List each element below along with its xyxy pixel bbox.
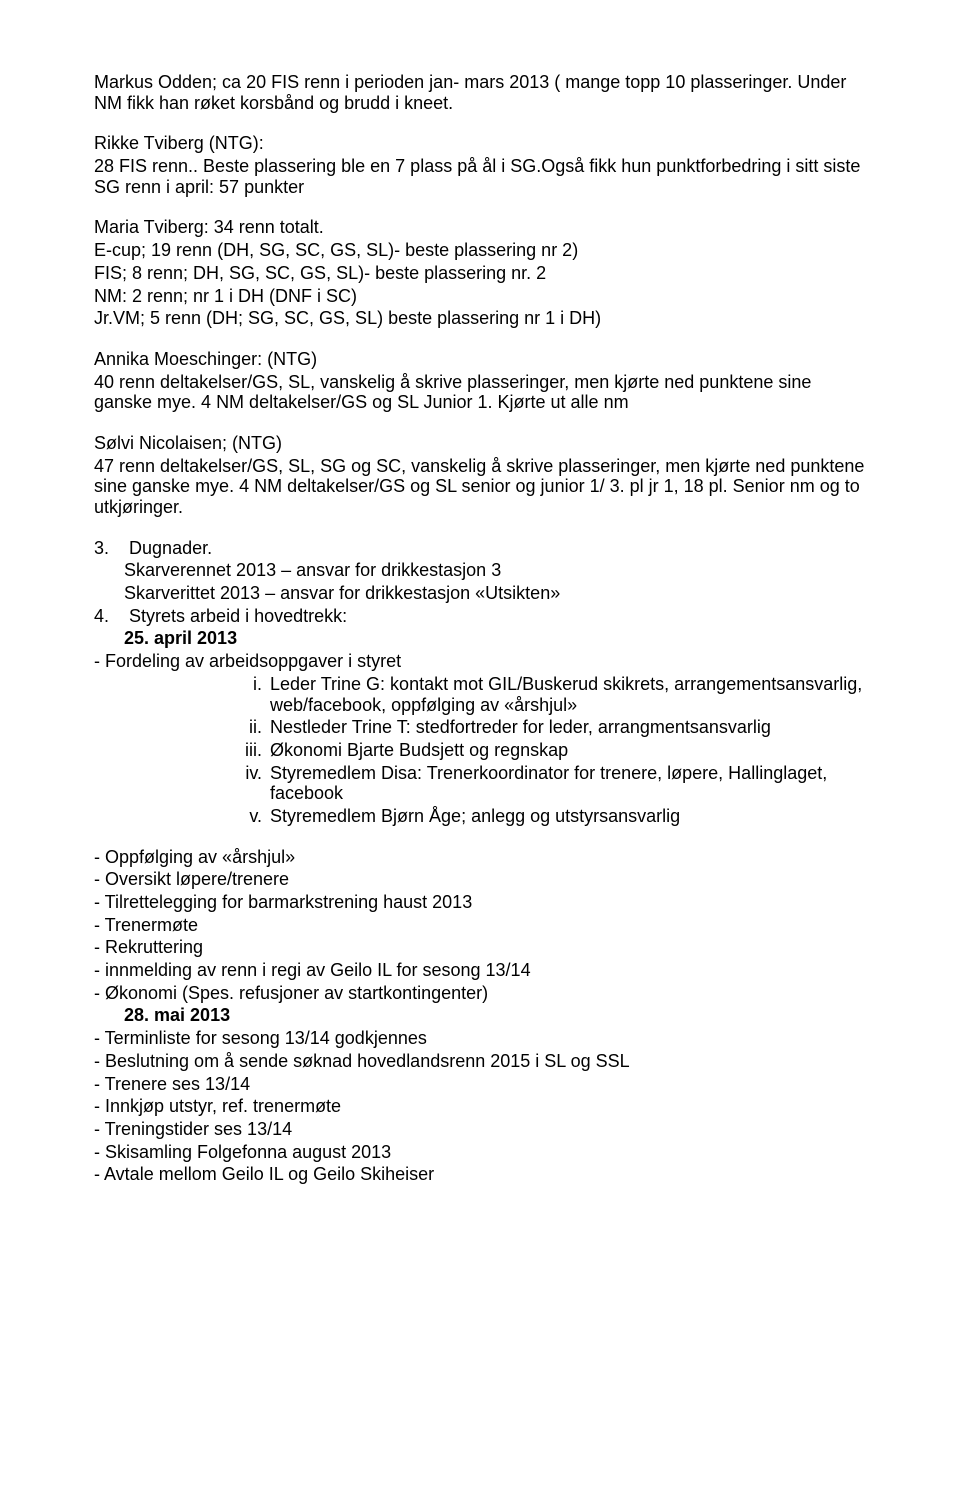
list-number: 4. xyxy=(94,606,109,626)
list-item-4: 4. Styrets arbeid i hovedtrekk: xyxy=(94,606,866,627)
roman-numeral: iii. xyxy=(234,740,262,761)
roman-text: Nestleder Trine T: stedfortreder for led… xyxy=(270,717,866,738)
paragraph: NM: 2 renn; nr 1 i DH (DNF i SC) xyxy=(94,286,866,307)
bullet-item: - Skisamling Folgefonna august 2013 xyxy=(94,1142,866,1163)
bullet-item: - Oppfølging av «årshjul» xyxy=(94,847,866,868)
paragraph: Jr.VM; 5 renn (DH; SG, SC, GS, SL) beste… xyxy=(94,308,866,329)
paragraph: Skarverittet 2013 – ansvar for drikkesta… xyxy=(124,583,866,604)
bullet-item: - Oversikt løpere/trenere xyxy=(94,869,866,890)
paragraph: Markus Odden; ca 20 FIS renn i perioden … xyxy=(94,72,866,113)
bullet-item: - Beslutning om å sende søknad hovedland… xyxy=(94,1051,866,1072)
paragraph: 40 renn deltakelser/GS, SL, vanskelig å … xyxy=(94,372,866,413)
date-heading: 28. mai 2013 xyxy=(124,1005,866,1026)
roman-text: Leder Trine G: kontakt mot GIL/Buskerud … xyxy=(270,674,866,715)
paragraph: 28 FIS renn.. Beste plassering ble en 7 … xyxy=(94,156,866,197)
paragraph: 47 renn deltakelser/GS, SL, SG og SC, va… xyxy=(94,456,866,518)
paragraph: FIS; 8 renn; DH, SG, SC, GS, SL)- beste … xyxy=(94,263,866,284)
paragraph: Sølvi Nicolaisen; (NTG) xyxy=(94,433,866,454)
list-item-3: 3. Dugnader. xyxy=(94,538,866,559)
roman-text: Styremedlem Disa: Trenerkoordinator for … xyxy=(270,763,866,804)
paragraph: Annika Moeschinger: (NTG) xyxy=(94,349,866,370)
bullet-item: - Rekruttering xyxy=(94,937,866,958)
paragraph: E-cup; 19 renn (DH, SG, SC, GS, SL)- bes… xyxy=(94,240,866,261)
roman-text: Styremedlem Bjørn Åge; anlegg og utstyrs… xyxy=(270,806,866,827)
bullet-item: - Terminliste for sesong 13/14 godkjenne… xyxy=(94,1028,866,1049)
bullet-item: - Trenermøte xyxy=(94,915,866,936)
roman-item-iii: iii. Økonomi Bjarte Budsjett og regnskap xyxy=(234,740,866,761)
bullet-item: - innmelding av renn i regi av Geilo IL … xyxy=(94,960,866,981)
bullet-item: - Trenere ses 13/14 xyxy=(94,1074,866,1095)
roman-item-i: i. Leder Trine G: kontakt mot GIL/Busker… xyxy=(234,674,866,715)
list-number: 3. xyxy=(94,538,109,558)
bullet-item: - Treningstider ses 13/14 xyxy=(94,1119,866,1140)
roman-list: i. Leder Trine G: kontakt mot GIL/Busker… xyxy=(234,674,866,827)
paragraph: Rikke Tviberg (NTG): xyxy=(94,133,866,154)
roman-numeral: iv. xyxy=(234,763,262,804)
list-title: Dugnader. xyxy=(129,538,212,558)
roman-text: Økonomi Bjarte Budsjett og regnskap xyxy=(270,740,866,761)
roman-item-iv: iv. Styremedlem Disa: Trenerkoordinator … xyxy=(234,763,866,804)
bullet-item: - Fordeling av arbeidsoppgaver i styret xyxy=(94,651,866,672)
list-title: Styrets arbeid i hovedtrekk: xyxy=(129,606,347,626)
bullet-item: - Avtale mellom Geilo IL og Geilo Skihei… xyxy=(94,1164,866,1185)
roman-item-v: v. Styremedlem Bjørn Åge; anlegg og utst… xyxy=(234,806,866,827)
bullet-item: - Innkjøp utstyr, ref. trenermøte xyxy=(94,1096,866,1117)
bullet-item: - Økonomi (Spes. refusjoner av startkont… xyxy=(94,983,866,1004)
roman-numeral: i. xyxy=(234,674,262,715)
paragraph: Skarverennet 2013 – ansvar for drikkesta… xyxy=(124,560,866,581)
bullet-item: - Tilrettelegging for barmarkstrening ha… xyxy=(94,892,866,913)
roman-numeral: ii. xyxy=(234,717,262,738)
roman-numeral: v. xyxy=(234,806,262,827)
date-heading: 25. april 2013 xyxy=(124,628,866,649)
roman-item-ii: ii. Nestleder Trine T: stedfortreder for… xyxy=(234,717,866,738)
paragraph: Maria Tviberg: 34 renn totalt. xyxy=(94,217,866,238)
